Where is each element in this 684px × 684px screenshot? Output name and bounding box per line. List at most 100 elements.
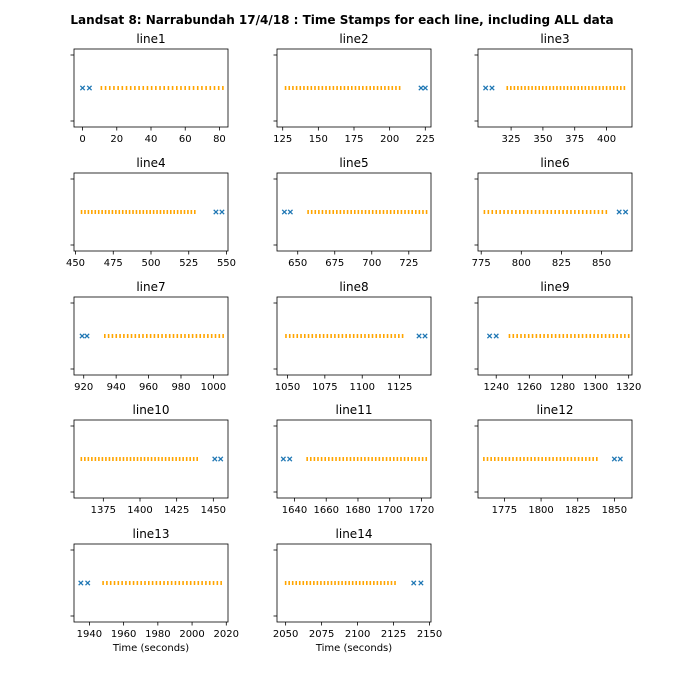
blue-x-marker [611, 456, 618, 462]
blue-x-marker [280, 456, 287, 462]
subplot-title: line14 [336, 527, 373, 541]
x-tick-label: 2100 [345, 629, 370, 640]
x-tick-label: 1000 [201, 382, 226, 393]
blue-x-marker [281, 209, 288, 215]
x-tick-label: 225 [416, 134, 435, 145]
x-tick-label: 940 [107, 382, 126, 393]
x-tick-label: 0 [79, 134, 85, 145]
x-tick-label: 1075 [312, 382, 337, 393]
x-tick-label: 2050 [273, 629, 298, 640]
x-tick-label: 1720 [409, 505, 434, 516]
blue-x-marker [84, 333, 90, 339]
x-tick-label: 200 [380, 134, 399, 145]
x-tick-label: 800 [512, 258, 531, 269]
x-tick-label: 1300 [583, 382, 608, 393]
subplot-line1: line1 0 20 40 60 80 [70, 32, 229, 145]
x-tick-label: 325 [502, 134, 521, 145]
x-tick-label: 1680 [345, 505, 370, 516]
x-tick-label: 40 [145, 134, 158, 145]
x-tick-label: 1450 [201, 505, 226, 516]
axes-frame [73, 296, 229, 376]
x-tick-label: 2000 [179, 629, 204, 640]
blue-x-marker [212, 456, 218, 462]
blue-x-marker [411, 580, 417, 586]
axes-frame [276, 296, 432, 376]
x-tick-label: 150 [309, 134, 328, 145]
subplot-title: line3 [540, 32, 569, 46]
x-tick-label: 1640 [282, 505, 307, 516]
subplot-line7: line7 920 940 960 980 1000 [70, 280, 229, 393]
x-tick-label: 1375 [91, 505, 116, 516]
x-tick-label: 175 [344, 134, 363, 145]
subplot-line8: line8 1050 1075 1100 1125 [273, 280, 432, 393]
x-tick-label: 825 [552, 258, 571, 269]
axes-frame [477, 48, 633, 128]
x-axis-label: Time (seconds) [315, 643, 392, 654]
subplot-title: line12 [537, 403, 574, 417]
blue-x-marker [219, 209, 225, 215]
subplot-title: line13 [133, 527, 170, 541]
subplot-title: line9 [540, 280, 569, 294]
axes-frame [276, 543, 432, 623]
x-tick-label: 60 [179, 134, 192, 145]
x-tick-label: 1260 [517, 382, 542, 393]
x-tick-label: 1940 [77, 629, 102, 640]
x-tick-label: 1050 [275, 382, 300, 393]
x-tick-label: 775 [472, 258, 491, 269]
axes-frame [477, 296, 633, 376]
x-tick-label: 850 [592, 258, 611, 269]
subplot-line13: line13 1940 1960 1980 2000 2020 Time (seconds) [70, 527, 239, 654]
blue-x-marker [616, 209, 622, 215]
x-tick-label: 1850 [602, 505, 627, 516]
x-tick-label: 1425 [164, 505, 189, 516]
blue-x-marker [287, 209, 293, 215]
blue-x-marker [86, 85, 93, 91]
blue-x-marker [418, 85, 424, 91]
x-tick-label: 1400 [127, 505, 152, 516]
axes-frame [73, 172, 229, 252]
axes-frame [276, 172, 432, 252]
x-tick-label: 2150 [417, 629, 442, 640]
x-tick-label: 450 [66, 258, 85, 269]
blue-x-marker [79, 85, 86, 91]
subplot-line14: line14 2050 2075 2100 2125 2150 Time (seconds) [273, 527, 442, 654]
x-tick-label: 1125 [387, 382, 412, 393]
blue-x-marker [422, 85, 428, 91]
blue-x-marker [422, 333, 428, 339]
x-tick-label: 375 [565, 134, 584, 145]
blue-x-marker [482, 85, 489, 91]
axes-frame [477, 172, 633, 252]
x-tick-label: 1825 [565, 505, 590, 516]
subplot-line5: line5 650 675 700 725 [273, 156, 432, 269]
blue-x-marker [489, 85, 495, 91]
subplot-title: line6 [540, 156, 569, 170]
subplot-title: line10 [133, 403, 170, 417]
x-tick-label: 700 [362, 258, 381, 269]
subplot-title: line4 [136, 156, 165, 170]
blue-x-marker [486, 333, 493, 339]
axes-frame [276, 419, 432, 499]
x-tick-label: 475 [104, 258, 123, 269]
x-tick-label: 2125 [381, 629, 406, 640]
x-tick-label: 960 [139, 382, 158, 393]
blue-x-marker [287, 456, 293, 462]
x-tick-label: 725 [399, 258, 418, 269]
x-tick-label: 1960 [111, 629, 136, 640]
blue-x-marker [79, 333, 85, 339]
x-tick-label: 2020 [214, 629, 239, 640]
x-axis-label: Time (seconds) [112, 643, 189, 654]
x-tick-label: 1980 [145, 629, 170, 640]
subplot-line12: line12 1775 1800 1825 1850 [474, 403, 633, 516]
blue-x-marker [78, 580, 84, 586]
subplot-title: line2 [339, 32, 368, 46]
subplot-line9: line9 1240 1260 1280 1300 1320 [474, 280, 641, 393]
subplot-title: line7 [136, 280, 165, 294]
axes-frame [73, 543, 229, 623]
x-tick-label: 1660 [313, 505, 338, 516]
subplot-line2: line2 125 150 175 200 225 [273, 32, 435, 145]
x-tick-label: 1320 [616, 382, 641, 393]
axes-frame [477, 419, 633, 499]
subplot-line10: line10 1375 1400 1425 1450 [70, 403, 229, 516]
